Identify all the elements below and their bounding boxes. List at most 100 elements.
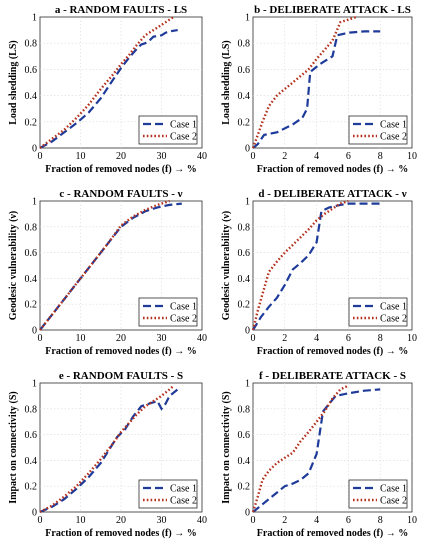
series-line-case-2 xyxy=(251,15,357,149)
y-tick-label: 0.4 xyxy=(25,274,38,285)
y-tick-label: 0.6 xyxy=(238,65,251,76)
y-tick-label: 0 xyxy=(32,508,37,519)
x-tick-label: 30 xyxy=(157,515,167,526)
y-tick-label: 0.4 xyxy=(238,274,251,285)
chart-panel-3: 0 10 20 30 40 0 0.2 0.4 0.6 0.8 1 c - RANDOM FAULTS… xyxy=(8,188,207,357)
chart-panel-4: 0 2 4 6 8 10 0 0.2 0.4 0.6 0.8 1 d - DELIBERATE ATTA… xyxy=(221,188,417,357)
y-tick-label: 0.2 xyxy=(25,482,38,493)
legend-label: Case 2 xyxy=(170,132,197,143)
legend-label: Case 1 xyxy=(380,120,407,131)
x-tick-label: 8 xyxy=(378,333,383,344)
chart-panel-5: 0 10 20 30 40 0 0.2 0.4 0.6 0.8 1 e - RANDOM FAULTS… xyxy=(8,370,207,539)
x-tick-label: 8 xyxy=(378,515,383,526)
panel-title: d - DELIBERATE ATTACK - ν xyxy=(258,188,406,200)
y-tick-label: 0.4 xyxy=(238,456,251,467)
chart-panel-2: 0 2 4 6 8 10 0 0.2 0.4 0.6 0.8 1 b - DELIBERATE ATTA… xyxy=(221,4,417,175)
legend-box xyxy=(138,297,198,327)
panel-title: b - DELIBERATE ATTACK - LS xyxy=(254,4,411,16)
x-tick-label: 6 xyxy=(346,333,351,344)
x-tick-label: 10 xyxy=(407,515,417,526)
x-tick-label: 30 xyxy=(157,151,167,162)
panel-title: c - RANDOM FAULTS - ν xyxy=(59,188,182,200)
y-tick-label: 1 xyxy=(245,379,250,390)
series-line-case-2 xyxy=(251,199,349,331)
panel-title: f - DELIBERATE ATTACK - S xyxy=(259,370,406,382)
chart-panel-6: 0 2 4 6 8 10 0 0.2 0.4 0.6 0.8 1 f - DELIBERATE ATTA… xyxy=(221,370,417,539)
y-axis-label: Load shedding (LS) xyxy=(8,40,19,124)
y-tick-label: 0.8 xyxy=(238,39,251,50)
y-tick-label: 0 xyxy=(245,326,250,337)
x-tick-label: 30 xyxy=(157,333,167,344)
y-tick-label: 0.4 xyxy=(25,456,38,467)
x-tick-label: 8 xyxy=(378,151,383,162)
y-tick-label: 0.8 xyxy=(238,404,251,415)
legend-label: Case 1 xyxy=(170,302,197,313)
series-line-case-2 xyxy=(251,384,349,513)
y-tick-label: 0 xyxy=(245,144,250,155)
y-tick-label: 0.2 xyxy=(25,300,38,311)
y-axis-label: Impact on connectivity (S) xyxy=(8,391,19,504)
legend-label: Case 2 xyxy=(170,496,197,507)
y-tick-label: 1 xyxy=(245,13,250,24)
y-tick-label: 0.6 xyxy=(25,65,38,76)
x-tick-label: 20 xyxy=(116,151,126,162)
y-tick-label: 1 xyxy=(32,379,37,390)
y-tick-label: 1 xyxy=(245,197,250,208)
x-tick-label: 40 xyxy=(197,515,207,526)
y-tick-label: 0.8 xyxy=(25,222,38,233)
y-axis-label: Geodesic vulnerability (ν) xyxy=(8,211,19,320)
x-tick-label: 0 xyxy=(38,333,43,344)
y-tick-label: 0.6 xyxy=(238,430,251,441)
x-axis-label: Fraction of removed nodes (f) → % xyxy=(45,164,196,175)
y-tick-label: 0.6 xyxy=(238,248,251,259)
legend-label: Case 2 xyxy=(170,314,197,325)
series-line-case-1 xyxy=(39,388,179,514)
series-line-case-1 xyxy=(252,388,381,513)
y-axis-label: Geodesic vulnerability (ν) xyxy=(221,211,232,320)
x-tick-label: 2 xyxy=(282,515,287,526)
y-tick-label: 0.2 xyxy=(25,117,38,128)
x-tick-label: 10 xyxy=(76,515,86,526)
x-tick-label: 40 xyxy=(197,151,207,162)
legend-box xyxy=(138,479,198,509)
x-tick-label: 0 xyxy=(251,515,256,526)
y-tick-label: 1 xyxy=(32,197,37,208)
x-axis-label: Fraction of removed nodes (f) → % xyxy=(45,528,196,539)
legend-box xyxy=(348,297,408,327)
x-tick-label: 0 xyxy=(38,151,43,162)
x-tick-label: 6 xyxy=(346,151,351,162)
x-tick-label: 10 xyxy=(76,151,86,162)
x-tick-label: 6 xyxy=(346,515,351,526)
y-tick-label: 1 xyxy=(32,13,37,24)
x-tick-label: 10 xyxy=(407,151,417,162)
x-tick-label: 0 xyxy=(38,515,43,526)
panel-title: a - RANDOM FAULTS - LS xyxy=(55,4,187,16)
legend-box xyxy=(348,115,408,145)
y-tick-label: 0 xyxy=(245,508,250,519)
panel-title: e - RANDOM FAULTS - S xyxy=(59,370,183,382)
x-tick-label: 2 xyxy=(282,151,287,162)
y-tick-label: 0.8 xyxy=(25,39,38,50)
series-line-case-1 xyxy=(252,30,381,149)
x-tick-label: 10 xyxy=(76,333,86,344)
y-tick-label: 0.8 xyxy=(25,404,38,415)
legend-box xyxy=(348,479,408,509)
legend-label: Case 1 xyxy=(170,120,197,131)
x-axis-label: Fraction of removed nodes (f) → % xyxy=(257,346,408,357)
x-tick-label: 20 xyxy=(116,515,126,526)
legend-label: Case 1 xyxy=(170,484,197,495)
y-tick-label: 0.2 xyxy=(238,482,251,493)
y-tick-label: 0.6 xyxy=(25,430,38,441)
x-tick-label: 4 xyxy=(314,515,319,526)
x-tick-label: 0 xyxy=(251,151,256,162)
x-axis-label: Fraction of removed nodes (f) → % xyxy=(257,164,408,175)
x-tick-label: 4 xyxy=(314,333,319,344)
y-tick-label: 0.4 xyxy=(25,91,38,102)
chart-panel-1: 0 10 20 30 40 0 0.2 0.4 0.6 0.8 1 a - RANDOM FAULTS… xyxy=(8,4,207,175)
x-tick-label: 4 xyxy=(314,151,319,162)
